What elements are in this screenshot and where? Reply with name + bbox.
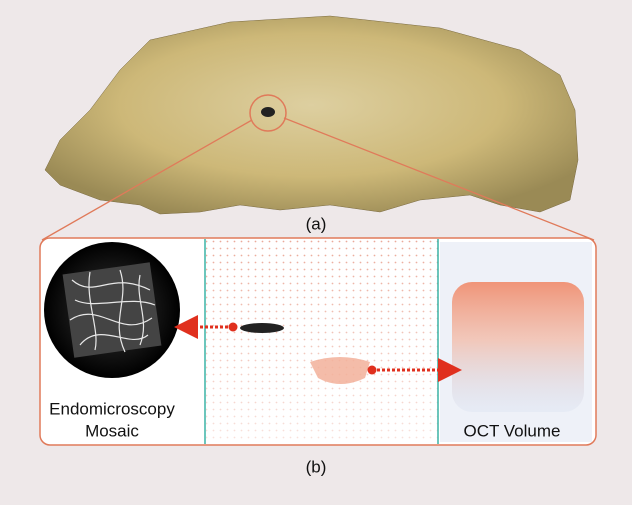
mosaic-spot [261, 107, 275, 117]
zoom-line [283, 117, 595, 241]
label-b: (b) [306, 457, 327, 476]
zoom-line [41, 119, 253, 241]
label-a: (a) [306, 214, 327, 233]
oct-volume [452, 282, 584, 412]
arrow-origin [228, 322, 238, 332]
left-caption: Mosaic [85, 421, 139, 440]
point-grid-fade [206, 240, 438, 443]
region-circle [249, 94, 287, 132]
mosaic-patch [240, 323, 284, 333]
mosaic-fibers [62, 262, 162, 358]
tissue-surface [44, 15, 579, 215]
right-caption: OCT Volume [463, 421, 560, 440]
left-caption: Endomicroscopy [49, 399, 175, 418]
arrow-origin [367, 365, 377, 375]
oct-patch [310, 357, 370, 384]
